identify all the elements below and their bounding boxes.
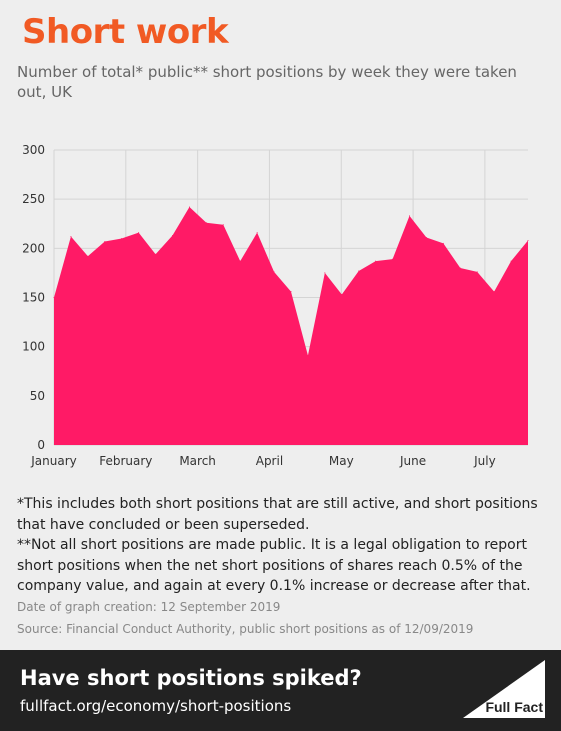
y-tick-label: 0 <box>37 438 45 452</box>
chart-title: Short work <box>22 12 229 52</box>
logo-text: Full Fact <box>485 699 543 715</box>
x-tick-label: January <box>30 454 77 468</box>
data-point <box>442 242 444 244</box>
article-link[interactable]: fullfact.org/economy/short-positions <box>20 697 292 715</box>
x-tick-label: February <box>99 454 152 468</box>
y-tick-label: 200 <box>22 241 45 255</box>
data-point <box>307 355 309 357</box>
y-tick-label: 250 <box>22 192 45 206</box>
data-point <box>222 224 224 226</box>
data-point <box>70 236 72 238</box>
y-tick-label: 300 <box>22 143 45 157</box>
source-note: Source: Financial Conduct Authority, pub… <box>17 622 474 636</box>
data-point <box>205 222 207 224</box>
creation-date: Date of graph creation: 12 September 201… <box>17 600 281 614</box>
x-tick-label: May <box>329 454 354 468</box>
footnote-public: **Not all short positions are made publi… <box>17 537 531 594</box>
data-point <box>459 267 461 269</box>
x-tick-label: April <box>256 454 283 468</box>
data-point <box>155 253 157 255</box>
data-point <box>375 260 377 262</box>
area-chart: 0 50 100 150 200 250 300 January February March Ap… <box>22 143 529 468</box>
x-tick-label: June <box>399 454 426 468</box>
data-point <box>510 260 512 262</box>
data-point <box>392 258 394 260</box>
data-point <box>290 291 292 293</box>
data-point <box>256 232 258 234</box>
y-tick-label: 150 <box>22 291 45 305</box>
data-point <box>273 271 275 273</box>
data-point <box>138 232 140 234</box>
x-tick-label: March <box>179 454 216 468</box>
x-tick-label: July <box>473 454 496 468</box>
footnote-total: *This includes both short positions that… <box>17 496 538 533</box>
data-point <box>104 240 106 242</box>
data-point <box>172 235 173 237</box>
footer-question: Have short positions spiked? <box>20 666 362 690</box>
data-point <box>527 239 529 241</box>
full-fact-logo: Full Fact <box>463 660 545 718</box>
data-point <box>53 297 55 298</box>
data-point <box>239 260 241 262</box>
footer-banner: Have short positions spiked? fullfact.or… <box>0 650 561 731</box>
data-point <box>358 270 360 272</box>
footnotes: *This includes both short positions that… <box>17 494 547 597</box>
data-point <box>121 238 123 239</box>
data-point <box>87 255 89 257</box>
y-tick-label: 50 <box>30 389 45 403</box>
data-point <box>324 272 326 274</box>
y-tick-label: 100 <box>22 340 45 354</box>
data-point <box>493 291 495 293</box>
series-area <box>54 207 528 445</box>
data-point <box>341 294 343 296</box>
data-point <box>188 206 190 208</box>
data-point <box>425 237 427 239</box>
chart-subtitle: Number of total* public** short position… <box>17 63 517 101</box>
data-point <box>476 271 478 273</box>
data-point <box>409 215 410 217</box>
